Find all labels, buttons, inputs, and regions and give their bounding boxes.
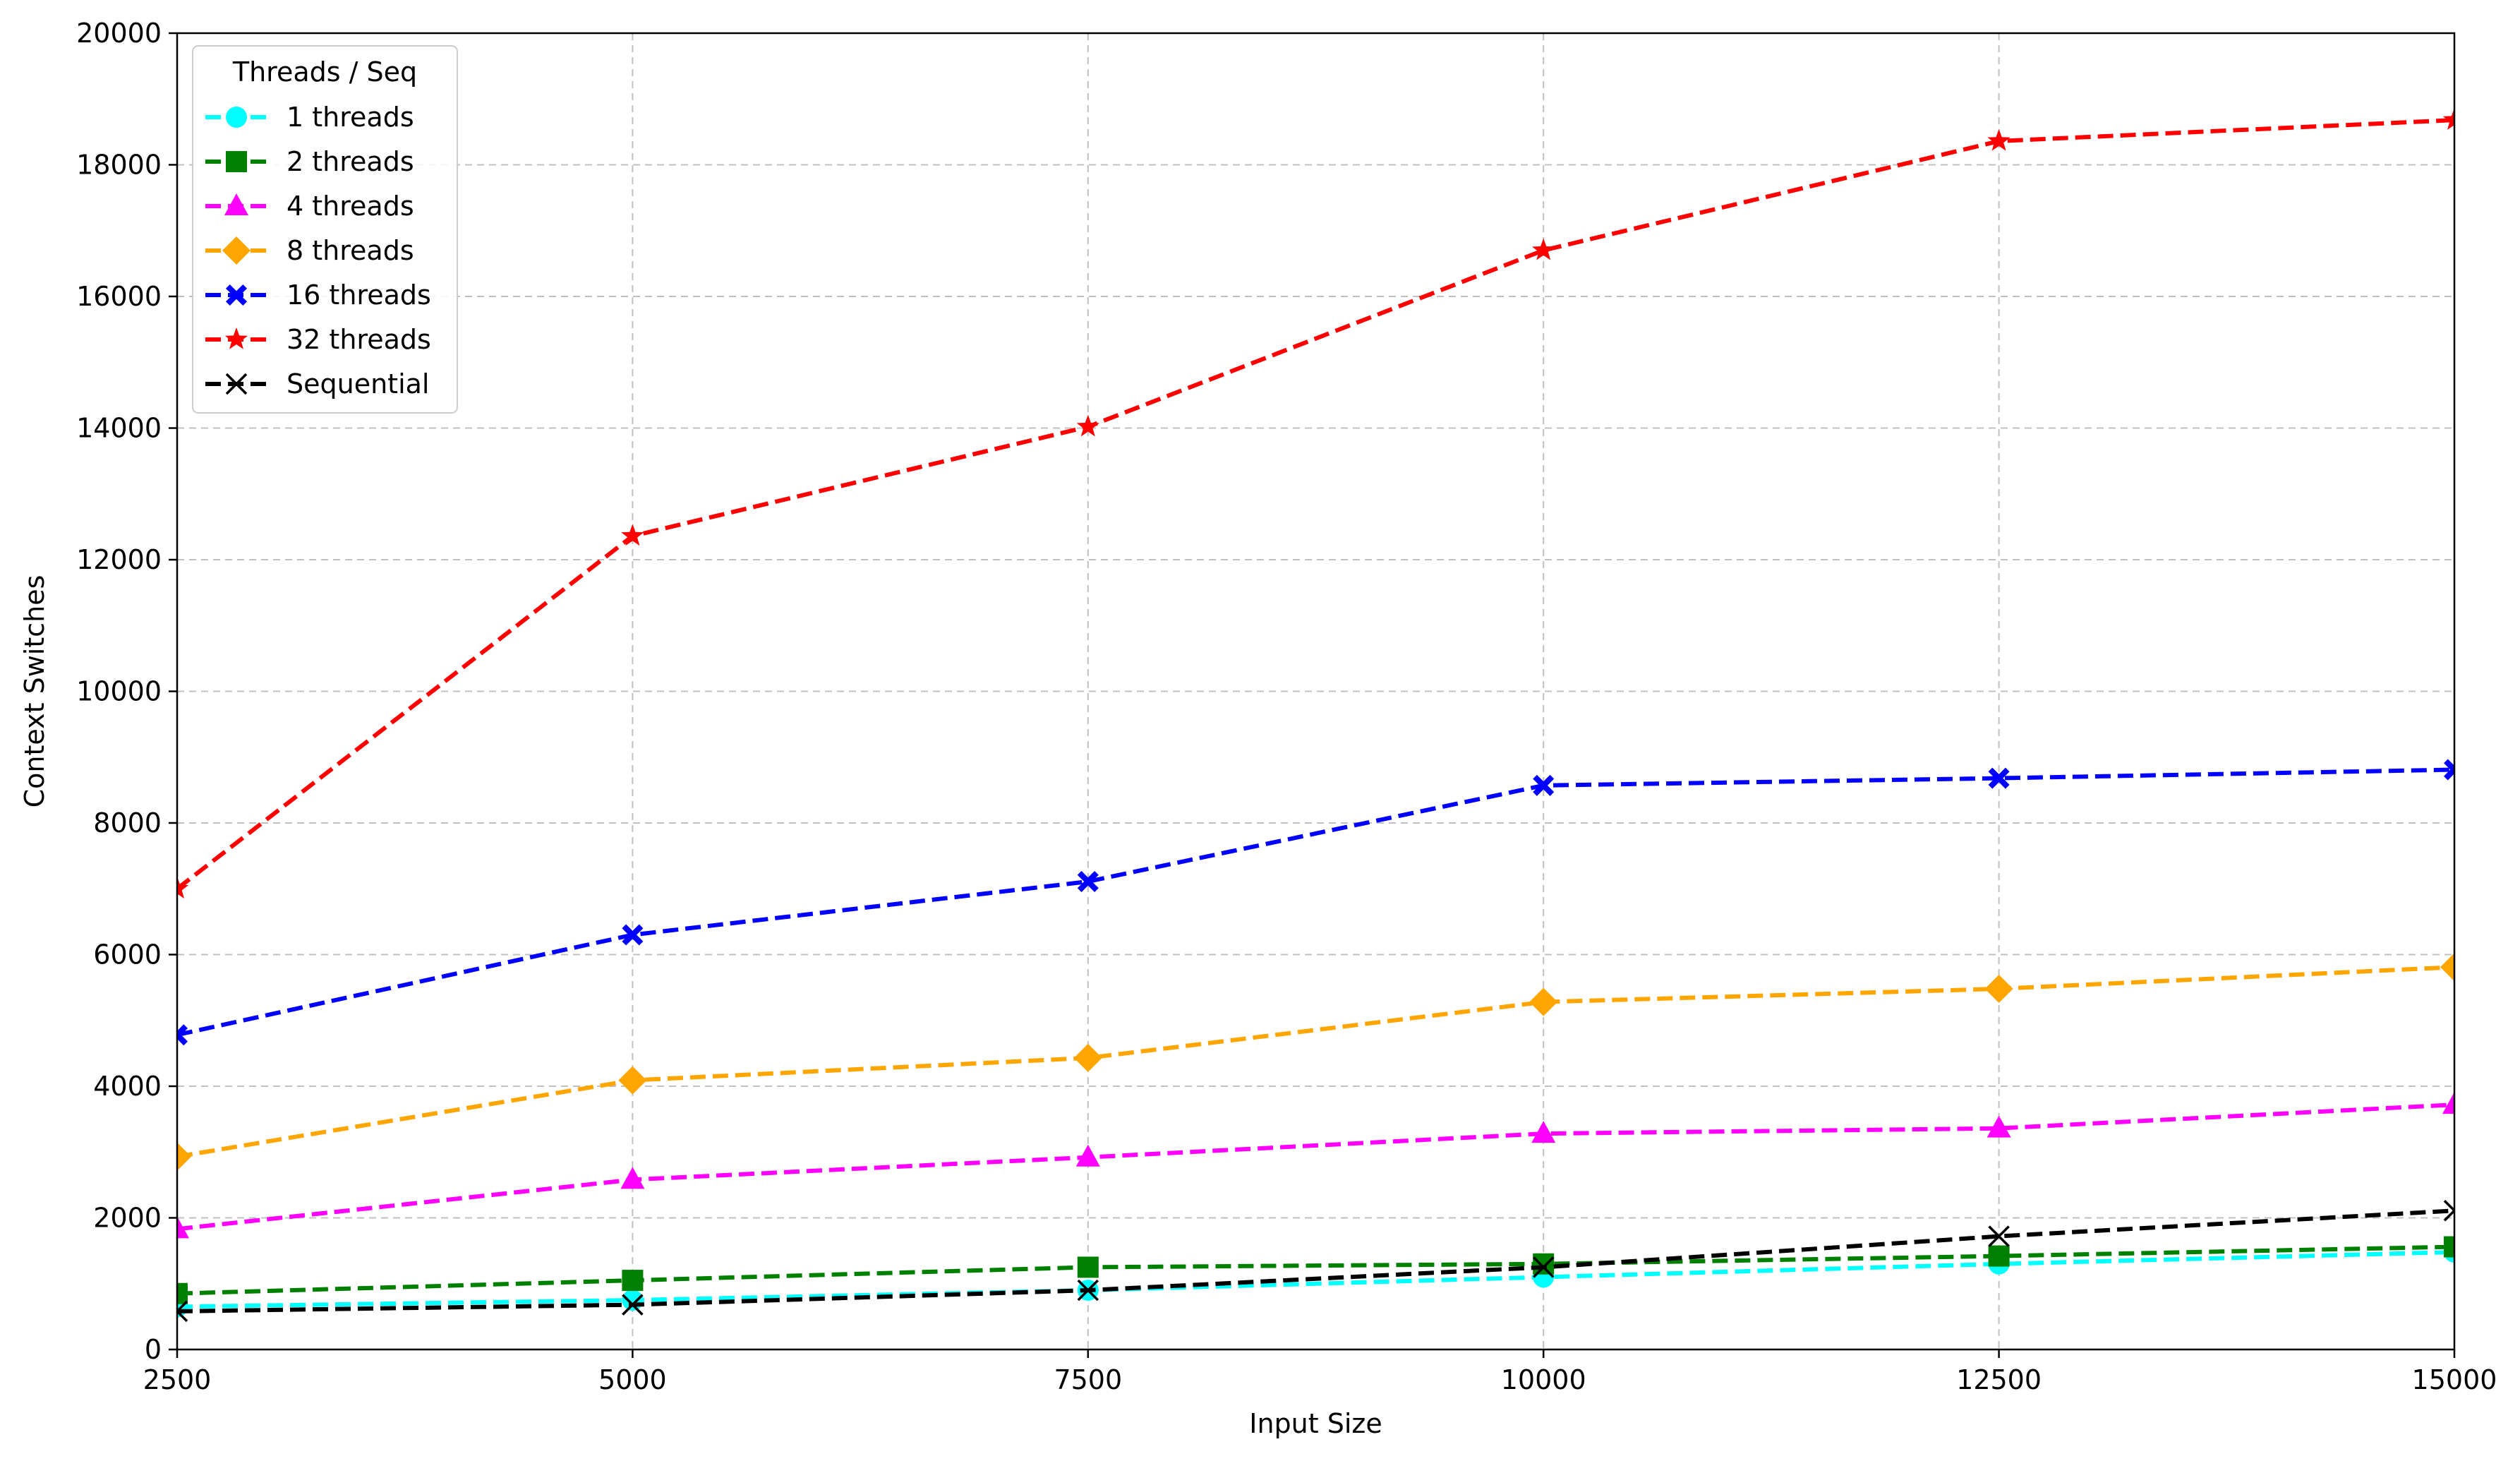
legend-swatch-marker: [224, 193, 248, 215]
data-point-4-threads: [2442, 1092, 2454, 1114]
series-line-sequential: [177, 1208, 2454, 1313]
data-point-8-threads: [177, 1142, 191, 1171]
series-layer: [177, 108, 2454, 1323]
legend-label: 4 threads: [287, 191, 414, 222]
data-point-32-threads: [1076, 414, 1099, 437]
series-32-threads: [177, 108, 2454, 898]
data-point-16-threads: [1533, 774, 1555, 796]
legend-box: [192, 45, 458, 414]
y-tick-label: 16000: [76, 281, 162, 312]
legend: Threads / Seq 1 threads 2 threads 4 thread…: [192, 45, 458, 414]
series-line-32-threads: [177, 118, 2454, 891]
data-point-sequential: [1077, 1279, 1099, 1301]
data-point-8-threads: [2440, 953, 2454, 982]
series-line-16-threads: [177, 767, 2454, 1038]
x-axis-label: Input Size: [1249, 1408, 1382, 1439]
series-line-2-threads: [177, 1244, 2454, 1296]
data-point-32-threads: [1987, 128, 2010, 151]
series-line-1-threads: [177, 1249, 2454, 1309]
data-point-2-threads: [1533, 1253, 1555, 1275]
data-point-sequential: [1532, 1256, 1555, 1278]
legend-swatch-marker: [225, 373, 248, 395]
legend-item-sequential: Sequential: [205, 368, 429, 399]
series-16-threads: [177, 759, 2454, 1046]
legend-label: 2 threads: [287, 146, 414, 177]
y-tick-label: 2000: [93, 1203, 162, 1234]
legend-item-8-threads: 8 threads: [205, 235, 414, 266]
series-8-threads: [177, 953, 2454, 1171]
legend-item-16-threads: 16 threads: [205, 279, 431, 311]
x-tick-label: 2500: [143, 1364, 212, 1395]
y-tick-label: 0: [145, 1334, 162, 1365]
grid: [176, 32, 2455, 1350]
data-point-sequential: [177, 1300, 188, 1323]
legend-swatch-marker: [222, 236, 251, 265]
data-point-2-threads: [1077, 1256, 1099, 1278]
data-point-16-threads: [1988, 767, 2010, 789]
legend-items: 1 threads 2 threads 4 threads 8 threads 16 t…: [205, 102, 431, 399]
data-point-1-threads: [622, 1289, 644, 1311]
data-point-2-threads: [1988, 1245, 2010, 1267]
legend-label: 8 threads: [287, 235, 414, 266]
series-2-threads: [177, 1236, 2454, 1304]
x-tick-label: 12500: [1956, 1364, 2042, 1395]
legend-label: 1 threads: [287, 102, 414, 133]
series-line-8-threads: [177, 965, 2454, 1159]
y-tick-label: 6000: [93, 939, 162, 970]
x-tick-label: 15000: [2412, 1364, 2497, 1395]
legend-swatch-marker: [226, 107, 247, 128]
legend-label: 32 threads: [287, 324, 431, 355]
legend-item-1-threads: 1 threads: [205, 102, 414, 133]
axis-ticks: 2500 5000 7500 10000 12500 15000 0 2000 4000 6000…: [76, 18, 2497, 1395]
data-point-16-threads: [177, 1024, 188, 1046]
data-point-32-threads: [2442, 108, 2454, 130]
data-point-2-threads: [622, 1270, 644, 1292]
y-tick-label: 4000: [93, 1071, 162, 1102]
legend-swatch-marker: [224, 327, 248, 349]
legend-item-4-threads: 4 threads: [205, 191, 414, 222]
legend-label: 16 threads: [287, 279, 431, 311]
data-point-sequential: [1988, 1225, 2010, 1247]
data-point-16-threads: [2444, 759, 2454, 781]
data-point-4-threads: [1987, 1115, 2011, 1138]
y-tick-label: 8000: [93, 807, 162, 838]
legend-item-2-threads: 2 threads: [205, 146, 414, 177]
data-point-4-threads: [620, 1167, 645, 1189]
y-tick-label: 18000: [76, 150, 162, 181]
x-tick-label: 10000: [1501, 1364, 1586, 1395]
data-point-32-threads: [621, 524, 644, 546]
y-tick-label: 10000: [76, 676, 162, 707]
data-point-8-threads: [618, 1066, 647, 1095]
y-tick-label: 20000: [76, 18, 162, 49]
x-tick-label: 7500: [1054, 1364, 1122, 1395]
legend-title: Threads / Seq: [232, 56, 417, 88]
data-point-8-threads: [1073, 1043, 1102, 1072]
data-point-sequential: [2443, 1200, 2454, 1222]
data-point-16-threads: [1077, 870, 1099, 892]
data-point-8-threads: [1984, 974, 2013, 1003]
series-sequential: [177, 1200, 2454, 1323]
legend-item-32-threads: 32 threads: [205, 324, 431, 355]
data-point-2-threads: [2444, 1236, 2454, 1258]
y-axis-label: Context Switches: [19, 575, 50, 808]
legend-swatch-marker: [226, 284, 247, 306]
data-point-4-threads: [177, 1216, 189, 1239]
legend-swatch-marker: [226, 151, 247, 172]
legend-label: Sequential: [287, 368, 429, 399]
data-point-16-threads: [622, 924, 644, 946]
series-4-threads: [177, 1092, 2454, 1239]
data-point-sequential: [622, 1294, 644, 1316]
data-point-8-threads: [1529, 987, 1558, 1016]
x-tick-label: 5000: [598, 1364, 667, 1395]
data-point-4-threads: [1531, 1121, 1556, 1143]
data-point-2-threads: [177, 1282, 188, 1304]
series-line-4-threads: [177, 1102, 2454, 1232]
y-tick-label: 12000: [76, 544, 162, 575]
data-point-32-threads: [177, 877, 189, 898]
data-point-4-threads: [1075, 1144, 1100, 1167]
y-tick-label: 14000: [76, 413, 162, 444]
data-point-32-threads: [1532, 238, 1555, 260]
